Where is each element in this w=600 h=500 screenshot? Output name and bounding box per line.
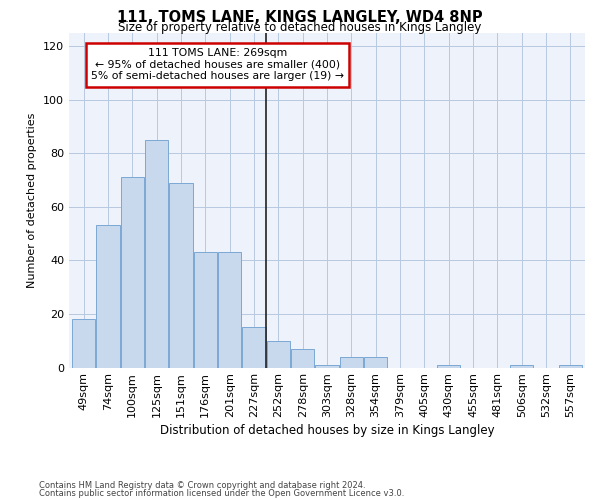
Bar (559, 365, 582, 368)
Bar (121, 177, 144, 368)
Bar (218, 252, 241, 368)
Bar (267, 340, 290, 367)
Text: 111 TOMS LANE: 269sqm
← 95% of detached houses are smaller (400)
5% of semi-deta: 111 TOMS LANE: 269sqm ← 95% of detached … (91, 48, 344, 82)
Bar (316, 365, 338, 368)
Bar (291, 348, 314, 368)
Text: Contains public sector information licensed under the Open Government Licence v3: Contains public sector information licen… (39, 488, 404, 498)
Bar (510, 365, 533, 368)
Bar (169, 182, 193, 368)
Text: 111, TOMS LANE, KINGS LANGLEY, WD4 8NP: 111, TOMS LANE, KINGS LANGLEY, WD4 8NP (117, 10, 483, 25)
Bar (145, 140, 168, 368)
Bar (72, 320, 95, 368)
Bar (194, 252, 217, 368)
X-axis label: Distribution of detached houses by size in Kings Langley: Distribution of detached houses by size … (160, 424, 494, 438)
Bar (242, 328, 266, 368)
Text: Contains HM Land Registry data © Crown copyright and database right 2024.: Contains HM Land Registry data © Crown c… (39, 481, 365, 490)
Bar (97, 226, 119, 368)
Bar (340, 357, 363, 368)
Y-axis label: Number of detached properties: Number of detached properties (28, 112, 37, 288)
Bar (364, 357, 387, 368)
Text: Size of property relative to detached houses in Kings Langley: Size of property relative to detached ho… (118, 22, 482, 35)
Bar (437, 365, 460, 368)
